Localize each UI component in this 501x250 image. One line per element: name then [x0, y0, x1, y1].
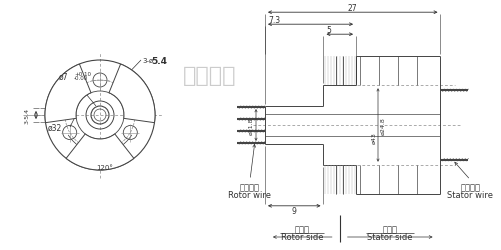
- Text: -0.00: -0.00: [74, 76, 88, 81]
- Text: ø43: ø43: [371, 132, 376, 143]
- Text: Rotor wire: Rotor wire: [228, 191, 271, 200]
- Text: 定子边: 定子边: [382, 224, 397, 234]
- Text: 9: 9: [291, 206, 296, 216]
- Text: 转子边: 转子边: [294, 224, 309, 234]
- Text: Rotor side: Rotor side: [281, 232, 323, 241]
- Wedge shape: [66, 134, 134, 170]
- Text: 7.3: 7.3: [268, 16, 280, 24]
- Text: 转子出线: 转子出线: [239, 183, 260, 192]
- Text: Stator wire: Stator wire: [446, 191, 492, 200]
- Text: 强和滑环: 强和滑环: [183, 66, 236, 86]
- Text: +0.10: +0.10: [74, 71, 91, 76]
- Text: ø7: ø7: [59, 72, 68, 81]
- Text: ø11.8: ø11.8: [248, 117, 253, 134]
- Text: 120°: 120°: [96, 164, 113, 170]
- Text: ø24.8: ø24.8: [380, 117, 385, 134]
- Text: 定子出线: 定子出线: [459, 183, 479, 192]
- Text: 3-ø: 3-ø: [142, 58, 153, 64]
- Text: 27: 27: [347, 4, 357, 13]
- Text: 5: 5: [326, 26, 331, 35]
- Text: Stator side: Stator side: [367, 232, 412, 241]
- Wedge shape: [45, 65, 91, 123]
- Text: 3-5.4: 3-5.4: [25, 108, 30, 124]
- Text: 5.4: 5.4: [151, 56, 167, 65]
- Text: ø32: ø32: [48, 123, 62, 132]
- Wedge shape: [109, 65, 155, 123]
